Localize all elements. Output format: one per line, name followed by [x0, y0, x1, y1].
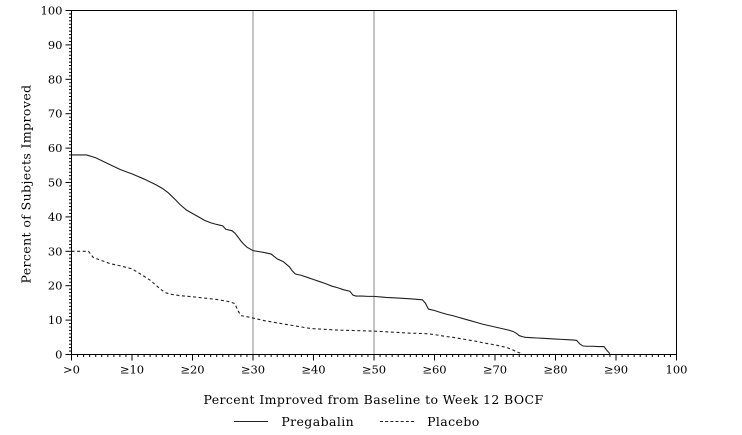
y-tick-label: 80 [48, 72, 63, 86]
y-tick-label: 50 [48, 176, 63, 190]
x-tick-label: ≥50 [362, 363, 386, 377]
y-axis-title: Percent of Subjects Improved [18, 84, 34, 284]
x-tick-label: ≥60 [422, 363, 446, 377]
legend-label-placebo: Placebo [427, 414, 480, 429]
legend-item-pregabalin: Pregabalin [234, 414, 354, 429]
y-tick-label: 60 [48, 141, 63, 155]
plot-area: >0 ≥10 ≥20 ≥30 ≥40 ≥50 ≥60 ≥70 ≥80 ≥90 100 0 10 20 30 4… [41, 4, 688, 377]
x-tick-label: ≥80 [543, 363, 567, 377]
y-tick-label: 100 [41, 4, 63, 18]
y-tick-label: 40 [48, 210, 63, 224]
x-tick-label: ≥20 [180, 363, 204, 377]
y-tick-label: 20 [48, 279, 63, 293]
y-tick-label: 30 [48, 244, 63, 258]
x-tick-label: >0 [63, 363, 80, 377]
y-tick-label: 10 [48, 313, 63, 327]
legend-item-placebo: Placebo [380, 414, 480, 429]
x-tick-label: ≥30 [241, 363, 265, 377]
pregabalin-line [71, 154, 611, 355]
legend: Pregabalin Placebo [0, 414, 714, 429]
solid-line-sample-icon [234, 421, 269, 422]
x-tick-label: ≥40 [301, 363, 325, 377]
x-tick-label: ≥70 [483, 363, 507, 377]
y-tick-label: 70 [48, 107, 63, 121]
x-tick-label: ≥10 [120, 363, 144, 377]
legend-label-pregabalin: Pregabalin [281, 414, 355, 429]
y-tick-label: 0 [55, 348, 62, 362]
x-axis-title: Percent Improved from Baseline to Week 1… [203, 392, 544, 407]
placebo-line [71, 250, 523, 355]
dashed-line-sample-icon [380, 421, 415, 422]
y-tick-label: 90 [48, 38, 63, 52]
x-tick-label: 100 [666, 363, 688, 377]
x-tick-label: ≥90 [604, 363, 628, 377]
